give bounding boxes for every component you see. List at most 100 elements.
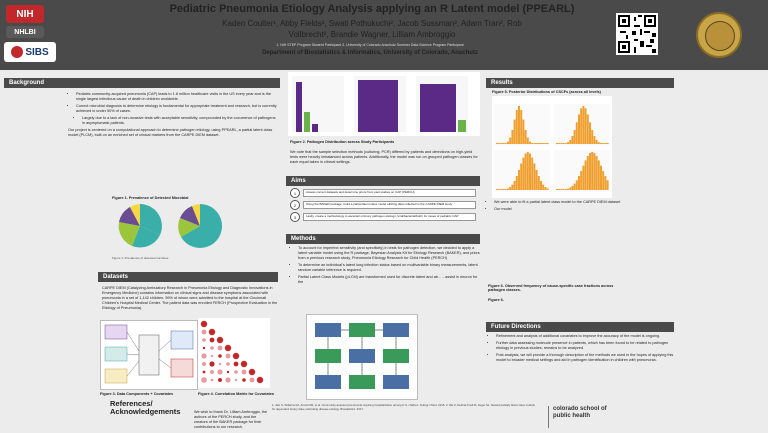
diagram-box-9 (383, 375, 409, 389)
hist-bar (542, 143, 545, 144)
corr-cell (209, 361, 215, 367)
pie1-slice-teal (140, 204, 162, 235)
hist-bar (589, 153, 591, 190)
background-list: Pediatric community-acquired pneumonia (… (68, 92, 278, 126)
figure2-svg (292, 76, 468, 132)
hist-bar (513, 119, 516, 144)
aim-3: 3 Lastly, create a methodology to ascerta… (290, 212, 476, 222)
model-diagram-svg (315, 323, 409, 389)
poster-title: Pediatric Pneumonia Etiology Analysis ap… (169, 3, 575, 15)
methods-bullet-2: To determine an individual's latent lung… (298, 263, 480, 273)
hist-bar (518, 169, 520, 190)
references-list: 1. Jain S, Williams DJ, Arnold SR, et al… (272, 403, 535, 411)
hist-bar (560, 189, 563, 190)
pie-chart-1 (118, 204, 162, 248)
future-directions-heading: Future Directions (486, 322, 674, 332)
diagram-box-3 (383, 323, 409, 337)
references-heading: References/ Acknowledgements (110, 399, 181, 416)
hist-bar (558, 189, 561, 190)
corr-cell (241, 369, 247, 375)
hist-bar (511, 130, 514, 144)
hist-bar (535, 143, 538, 144)
background-text: Pediatric community-acquired pneumonia (… (68, 92, 278, 140)
hist-bar (509, 187, 512, 190)
public-health-logo-text: colorado school of public health (553, 406, 607, 419)
hist-bar (597, 160, 600, 190)
corr-cell (225, 353, 231, 359)
hist-bar (496, 143, 498, 144)
hist-bar (580, 171, 583, 190)
hist-bar (540, 180, 542, 190)
hist-bar (591, 130, 594, 144)
hist-bar (524, 153, 527, 190)
hist-bar (602, 143, 605, 144)
hist-bar (606, 180, 609, 190)
pie2-slice-green (178, 218, 200, 237)
hist-bar (593, 136, 596, 144)
hist-bar (526, 137, 529, 144)
figure5-histograms (492, 96, 612, 198)
hist-bar (604, 143, 607, 144)
corr-cell (201, 353, 207, 359)
pie1-slice-teal-2 (132, 226, 160, 248)
hist-bar (498, 189, 501, 190)
hist-bar (578, 176, 580, 190)
corr-cell (209, 337, 215, 343)
figure4-svg (200, 320, 264, 384)
hist-bar (571, 136, 574, 144)
hist-bar (586, 114, 589, 144)
hist-bar (502, 189, 505, 190)
hist-bar (540, 143, 542, 144)
aim-1-number: 1 (290, 188, 300, 198)
hist-bar (518, 106, 520, 144)
hist-bar (602, 171, 605, 190)
corr-cell (216, 336, 224, 344)
diagram-box-1 (315, 323, 341, 337)
sibs-logo-text: SIBS (25, 46, 49, 58)
acknowledgements-text: We wish to thank Dr. Lilliam Ambroggio, … (194, 410, 268, 429)
methods-list: To account for imperfect sensitivity (an… (290, 246, 480, 285)
aim-2: 2 Using the BAKER package, build a partia… (290, 200, 476, 210)
qr-code[interactable] (616, 13, 658, 55)
corr-cell (248, 368, 256, 376)
bar-2 (304, 112, 310, 132)
corr-cell (226, 362, 230, 366)
figure4-caption: Figure 4. Correlation Matrix for Covaria… (198, 392, 274, 396)
figure1-caption: Figure 1. Prevalence of Detected Microbi… (112, 196, 189, 200)
diagram-box-7 (315, 375, 341, 389)
figure3-caption: Figure 3. Data Components + Covariates (100, 392, 174, 396)
hist-bar (526, 152, 529, 190)
nhlbi-logo: NHLBI (6, 26, 44, 38)
results-note-2: Our model (494, 207, 626, 212)
bar-4 (358, 80, 398, 132)
hist-bar (575, 180, 578, 190)
diagram-box-4 (315, 349, 341, 363)
diagram-box-8 (349, 375, 375, 389)
hist-bar (606, 143, 609, 144)
hist-bar (597, 142, 600, 144)
hist-bar (578, 114, 580, 144)
methods-heading: Methods (286, 234, 480, 244)
future-directions-text: Refinement and analysis of additional co… (488, 334, 674, 365)
corr-cell (233, 361, 239, 367)
hist-bar (600, 143, 602, 144)
future-list: Refinement and analysis of additional co… (488, 334, 674, 363)
hist-bar (515, 176, 518, 190)
pie2-slice-teal (181, 203, 223, 248)
corr-cell (217, 345, 223, 351)
sibs-logo: SIBS (4, 42, 56, 62)
aim-2-text: Using the BAKER package, build a partial… (303, 201, 476, 209)
hist-bar (586, 155, 589, 190)
future-bullet-3: Post analysis, we will provide a thoroug… (496, 353, 674, 363)
corr-cell (202, 370, 206, 374)
corr-cell (249, 377, 255, 383)
hist-bar (591, 152, 594, 190)
hist-bar (498, 143, 501, 144)
hist-bar (567, 142, 569, 144)
corr-cell (210, 370, 214, 374)
corr-cell (225, 377, 231, 383)
hist-bar (564, 189, 567, 190)
hist-bar (504, 143, 507, 144)
affiliation-footnote: 1. NIH STEP Program Student Participant … (276, 43, 464, 47)
corr-cell (202, 346, 206, 350)
